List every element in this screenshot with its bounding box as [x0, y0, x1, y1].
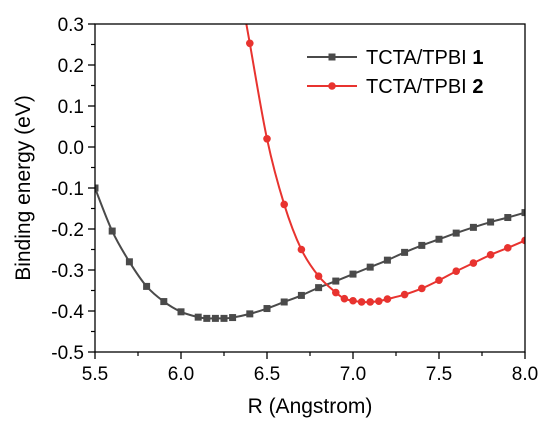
y-axis-label: Binding energy (eV)	[12, 95, 35, 281]
series-2-point	[280, 200, 289, 209]
series-1-point	[469, 223, 477, 231]
series-2-point	[340, 294, 349, 303]
series-1-point	[328, 53, 336, 61]
series-2-point	[263, 135, 271, 143]
series-2-point	[435, 276, 443, 285]
series-1-point	[211, 314, 219, 322]
y-tick-label: -0.2	[51, 220, 84, 241]
series-1-point	[383, 256, 391, 264]
series-2-point	[418, 284, 426, 293]
x-tick-label: 7.5	[426, 364, 452, 385]
plot-frame	[94, 23, 526, 353]
legend-label: TCTA/TPBI 1	[366, 47, 483, 69]
series-1-point	[435, 235, 443, 243]
series-1	[95, 184, 525, 322]
series-2-point	[366, 298, 375, 306]
series-2-point	[469, 259, 478, 267]
legend-entry-1: TCTA/TPBI 1	[307, 47, 483, 69]
x-tick-label: 8.0	[512, 364, 538, 385]
series-2-point	[504, 244, 512, 252]
series-1-point	[160, 298, 168, 306]
series-2	[245, 24, 525, 306]
series-2-point	[452, 267, 461, 276]
series-1-point	[125, 258, 133, 266]
series-2-point	[375, 297, 383, 305]
series-1-point	[220, 314, 228, 322]
y-tick-label: -0.3	[51, 261, 84, 282]
x-tick-label: 6.5	[254, 364, 280, 385]
series-2-point	[246, 39, 254, 48]
series-2-point	[314, 272, 323, 280]
series-2-point	[383, 295, 392, 303]
series-1-point	[297, 291, 305, 299]
x-tick-label: 6.0	[168, 364, 194, 385]
y-tick-label: -0.5	[51, 343, 84, 364]
series-1-point	[280, 298, 288, 306]
series-1-point	[366, 263, 374, 271]
series-1-point	[315, 284, 323, 292]
y-tick-label: 0.2	[58, 56, 84, 77]
series-1-point	[229, 314, 237, 322]
series-1-point	[177, 308, 185, 316]
series-1-point	[521, 209, 525, 217]
legend: TCTA/TPBI 1 TCTA/TPBI 2	[307, 47, 483, 98]
series-2-point	[486, 251, 495, 259]
series-1-point	[95, 184, 99, 192]
series-2-point	[349, 296, 357, 305]
x-tick-label: 7.0	[340, 364, 366, 385]
legend-label: TCTA/TPBI 2	[366, 76, 483, 98]
series-1-point	[194, 313, 202, 321]
y-tick-label: 0.3	[58, 15, 84, 36]
y-tick-label: -0.1	[51, 179, 84, 200]
series-1-point	[452, 229, 460, 237]
y-tick-label: 0.1	[58, 97, 84, 118]
series-1-point	[401, 248, 409, 256]
series-2-point	[357, 298, 366, 306]
plot-area	[95, 24, 525, 322]
series-2-point	[328, 82, 336, 90]
series-1-point	[263, 305, 271, 313]
series-2-point	[297, 245, 306, 254]
series-1-point	[108, 227, 116, 235]
y-tick-label: 0.0	[58, 138, 84, 159]
series-1-point	[246, 310, 254, 318]
series-1-point	[418, 241, 426, 249]
series-1-point	[332, 277, 340, 285]
series-2-point	[332, 288, 340, 297]
x-axis-label: R (Angstrom)	[248, 395, 373, 418]
series-2-point	[521, 236, 525, 245]
series-1-point	[349, 270, 357, 278]
series-2-point	[400, 290, 409, 299]
series-1-point	[487, 218, 495, 226]
x-tick-label: 5.5	[82, 364, 108, 385]
legend-entry-2: TCTA/TPBI 2	[307, 76, 483, 98]
series-1-point	[143, 282, 151, 290]
series-1-point	[203, 314, 211, 322]
axes: 5.5 6.0 6.5 7.0 7.5 8.0 0.3 0.2 0.1 0.0 -0.1 -0.2 -0…	[51, 15, 538, 385]
y-tick-label: -0.4	[51, 302, 84, 323]
series-1-line	[95, 187, 525, 320]
series-1-point	[504, 214, 512, 222]
